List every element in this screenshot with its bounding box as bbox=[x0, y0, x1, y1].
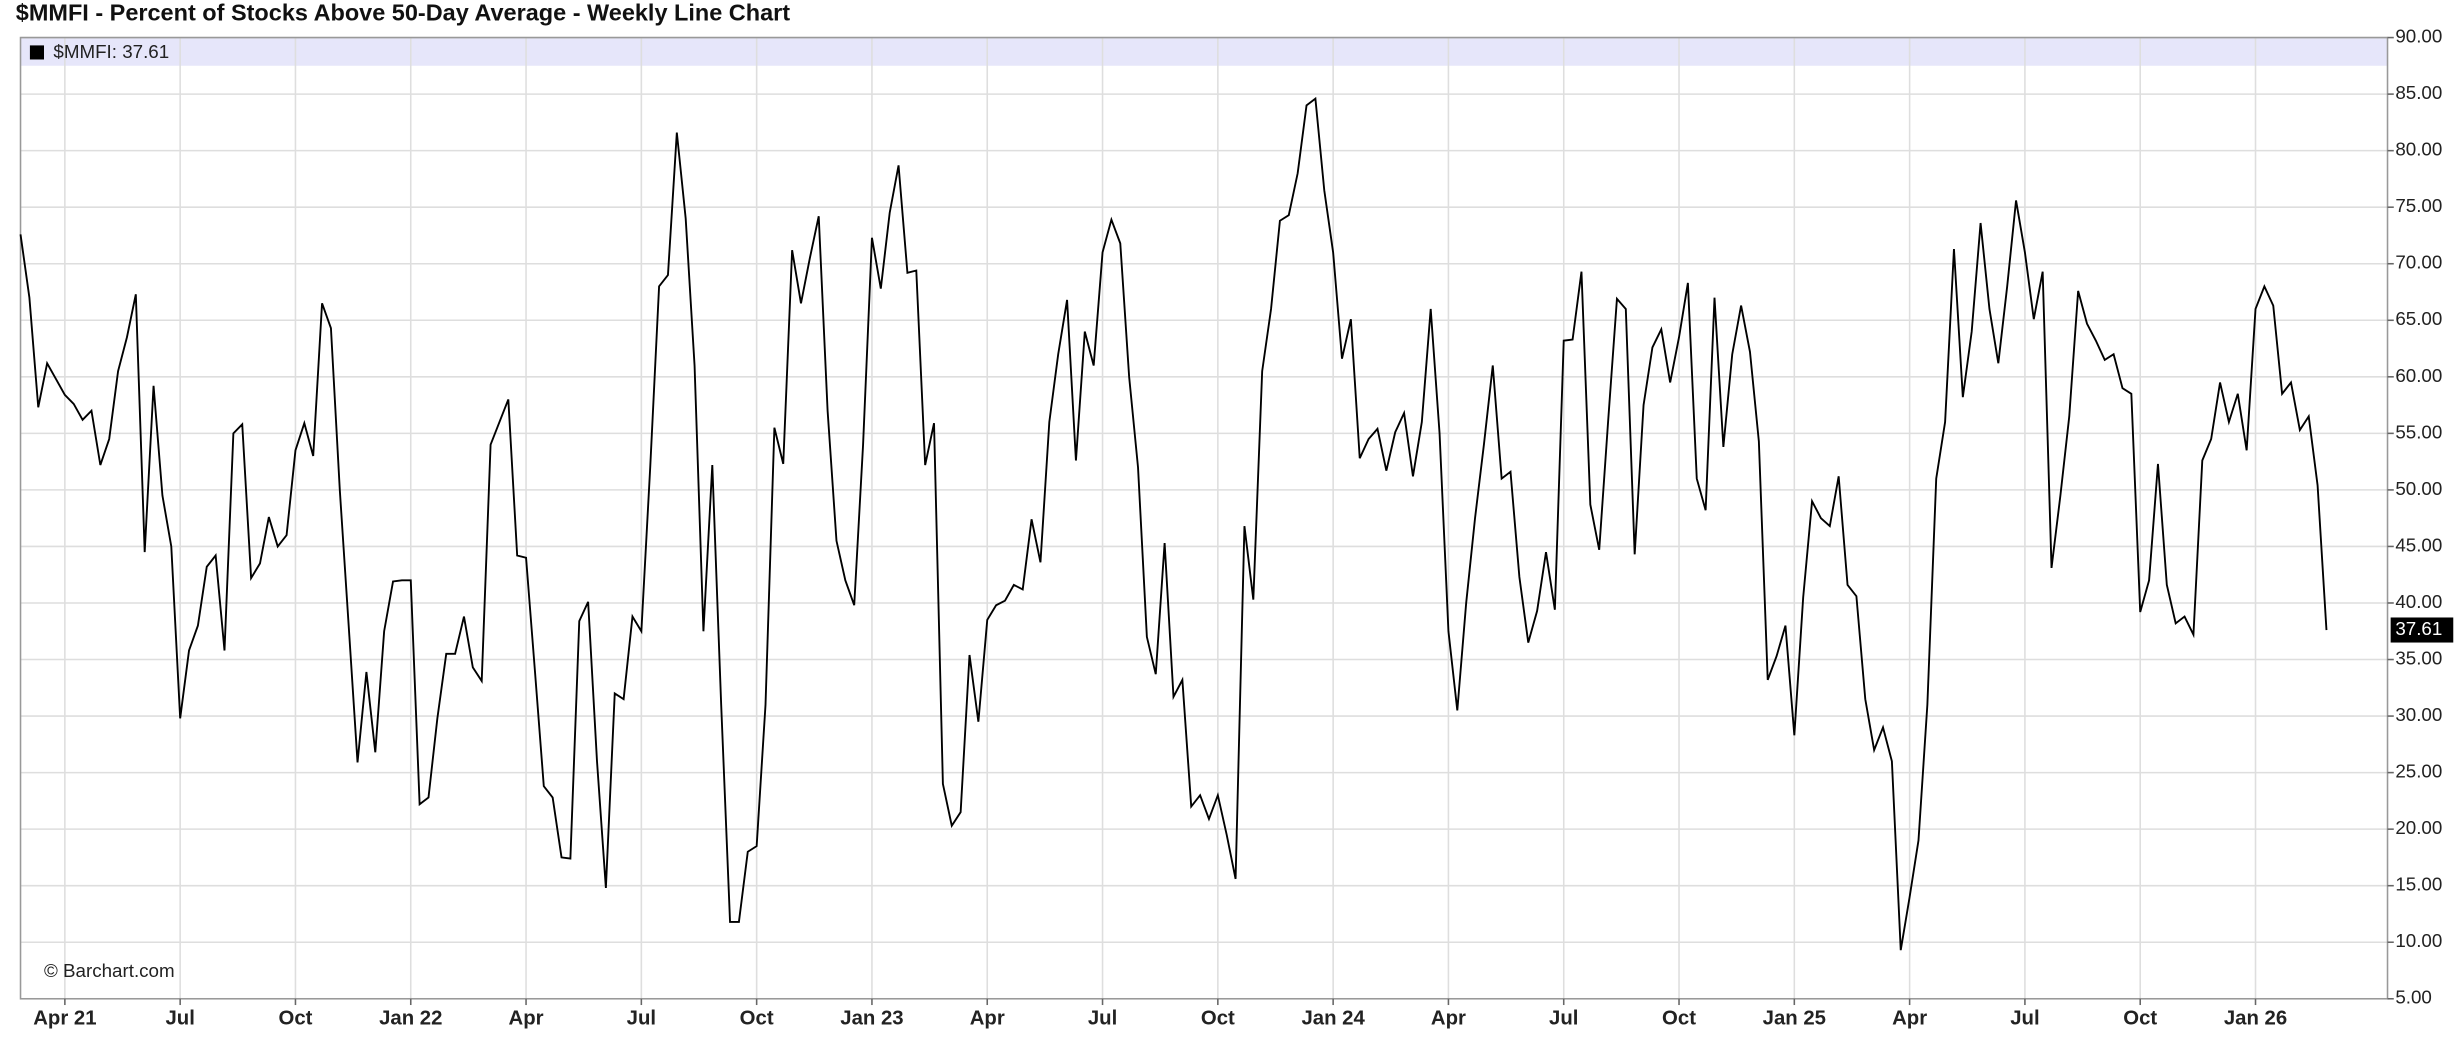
x-tick-label: Oct bbox=[740, 1008, 774, 1030]
y-tick-label: 5.00 bbox=[2395, 987, 2432, 1008]
y-tick-label: 60.00 bbox=[2395, 365, 2442, 386]
y-tick-label: 75.00 bbox=[2395, 195, 2442, 216]
y-tick-label: 40.00 bbox=[2395, 591, 2442, 612]
plot-frame bbox=[19, 36, 2389, 1000]
y-tick-label: 10.00 bbox=[2395, 930, 2442, 951]
x-tick-label: Apr 21 bbox=[33, 1008, 96, 1030]
x-tick-label: Jan 26 bbox=[2224, 1008, 2287, 1030]
x-tick-label: Jul bbox=[627, 1008, 656, 1030]
x-tick-label: Jul bbox=[165, 1008, 194, 1030]
y-tick-label: 55.00 bbox=[2395, 421, 2442, 442]
x-tick-label: Jan 25 bbox=[1763, 1008, 1826, 1030]
legend-label: $MMFI: 37.61 bbox=[53, 41, 169, 62]
x-tick-label: Jul bbox=[1549, 1008, 1578, 1030]
y-tick-label: 90.00 bbox=[2395, 26, 2442, 47]
y-tick-label: 65.00 bbox=[2395, 308, 2442, 329]
last-value-box bbox=[2390, 617, 2454, 643]
y-tick-label: 50.00 bbox=[2395, 478, 2442, 499]
x-tick-label: Jan 22 bbox=[379, 1008, 442, 1030]
x-tick-label: Jul bbox=[2010, 1008, 2039, 1030]
x-tick-label: Apr bbox=[1431, 1008, 1466, 1030]
y-tick-label: 25.00 bbox=[2395, 761, 2442, 782]
x-tick-label: Apr bbox=[509, 1008, 544, 1030]
last-value-label: 37.61 bbox=[2395, 618, 2442, 639]
y-tick-label: 80.00 bbox=[2395, 139, 2442, 160]
x-tick-label: Jan 23 bbox=[840, 1008, 903, 1030]
y-tick-label: 20.00 bbox=[2395, 817, 2442, 838]
x-tick-label: Oct bbox=[1662, 1008, 1696, 1030]
series-line bbox=[19, 96, 2328, 951]
x-tick-label: Oct bbox=[1201, 1008, 1235, 1030]
x-tick-label: Oct bbox=[278, 1008, 312, 1030]
chart-title: $MMFI - Percent of Stocks Above 50-Day A… bbox=[16, 0, 790, 25]
y-tick-label: 35.00 bbox=[2395, 647, 2442, 668]
x-tick-label: Apr bbox=[970, 1008, 1005, 1030]
x-tick-label: Jul bbox=[1088, 1008, 1117, 1030]
x-tick-label: Apr bbox=[1892, 1008, 1927, 1030]
y-tick-label: 30.00 bbox=[2395, 704, 2442, 725]
x-tick-label: Oct bbox=[2123, 1008, 2157, 1030]
y-tick-label: 15.00 bbox=[2395, 874, 2442, 895]
watermark: © Barchart.com bbox=[44, 960, 175, 981]
y-tick-label: 85.00 bbox=[2395, 82, 2442, 103]
legend-swatch bbox=[29, 45, 44, 60]
y-tick-label: 45.00 bbox=[2395, 534, 2442, 555]
y-tick-label: 70.00 bbox=[2395, 252, 2442, 273]
legend-band bbox=[20, 37, 2388, 66]
x-tick-label: Jan 24 bbox=[1301, 1008, 1365, 1030]
